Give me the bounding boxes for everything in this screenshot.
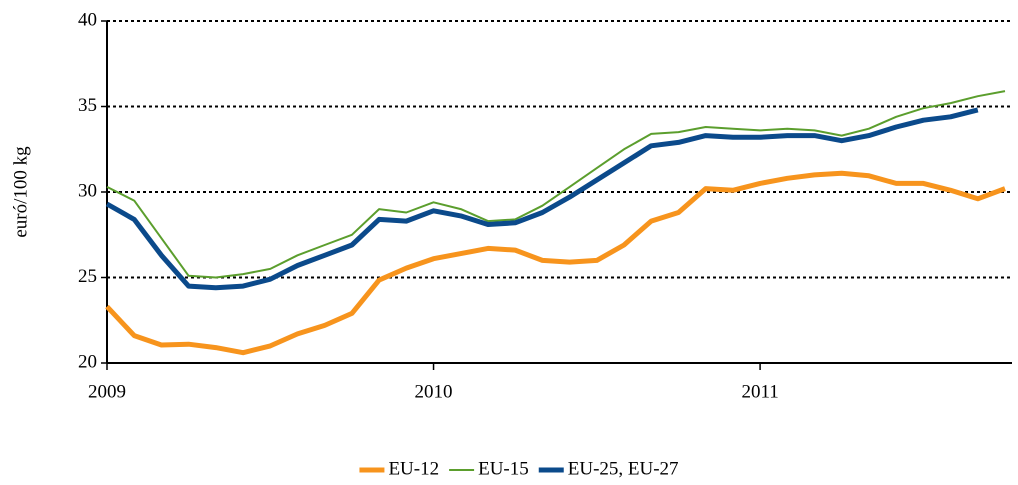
- y-tick-label: 30: [78, 180, 97, 201]
- series-line: [106, 90, 1006, 279]
- y-tick-label: 20: [78, 351, 97, 372]
- y-tick-label: 25: [78, 266, 97, 287]
- y-tick-label: 35: [78, 95, 97, 116]
- x-tick-label: 2009: [88, 381, 126, 402]
- y-axis-label: euró/100 kg: [10, 146, 31, 238]
- x-tick-label: 2010: [415, 381, 453, 402]
- x-tick-label: 2011: [741, 381, 778, 402]
- legend-label: EU-12: [388, 458, 439, 479]
- legend-label: EU-25, EU-27: [568, 458, 679, 479]
- series-line: [105, 107, 979, 291]
- series-line: [105, 170, 1006, 356]
- y-tick-label: 40: [78, 9, 97, 30]
- legend-label: EU-15: [478, 458, 529, 479]
